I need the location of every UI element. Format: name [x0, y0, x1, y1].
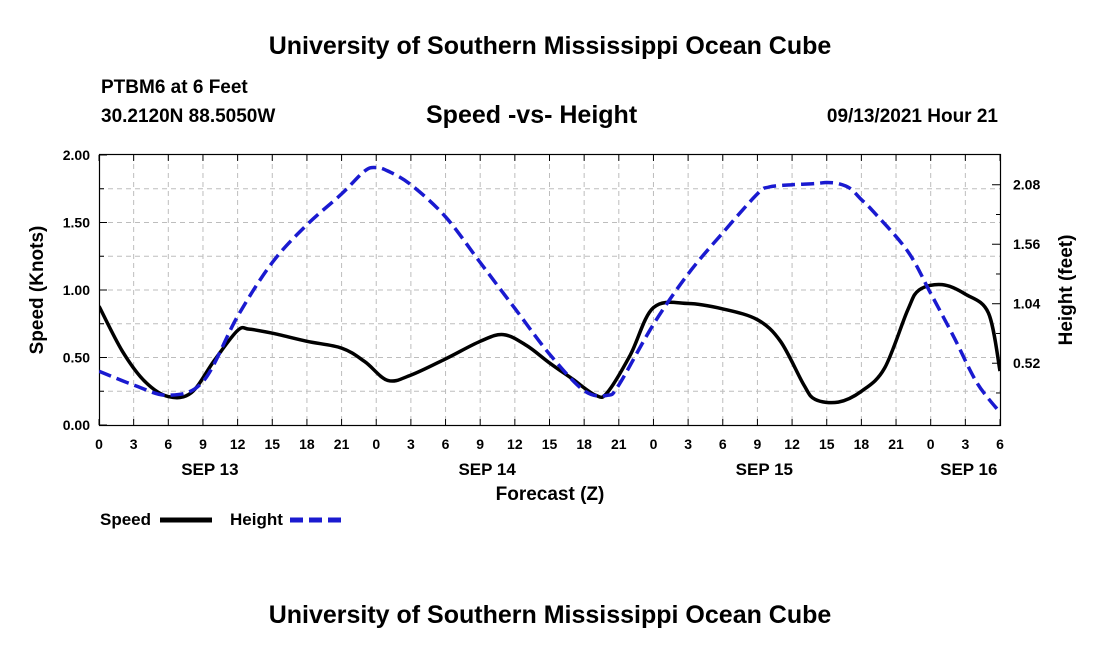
- y2-tick-label: 1.56: [1013, 236, 1040, 252]
- station-name: PTBM6 at 6 Feet: [101, 77, 248, 98]
- date-label: SEP 16: [940, 460, 997, 479]
- footer-title: University of Southern Mississippi Ocean…: [268, 601, 832, 629]
- y-tick-label: 0.00: [63, 417, 90, 433]
- date-label: SEP 15: [736, 460, 793, 479]
- y2-tick-label: 2.08: [1013, 177, 1040, 193]
- x-tick-label: 9: [476, 436, 484, 452]
- chart-timestamp: 09/13/2021 Hour 21: [826, 106, 998, 127]
- legend-speed-label: Speed: [100, 510, 151, 529]
- date-label: SEP 14: [458, 460, 516, 479]
- x-tick-label: 6: [719, 436, 727, 452]
- axis-ticks: [98, 154, 1001, 426]
- y2-tick-label: 0.52: [1013, 355, 1040, 371]
- station-coordinates: 30.2120N 88.5050W: [101, 106, 276, 127]
- legend: Speed Height: [100, 510, 342, 529]
- x-tick-label: 21: [611, 436, 627, 452]
- x-tick-label: 3: [684, 436, 692, 452]
- axis-labels: 0 3 6 9 12 15 18 21 0 3 6 9 12 15 18 21 0 3 6 9 12 15 18 21 0 3 6S…: [63, 147, 1041, 479]
- x-tick-label: 18: [299, 436, 315, 452]
- x-tick-label: 3: [130, 436, 138, 452]
- x-tick-label: 15: [819, 436, 835, 452]
- y-tick-label: 2.00: [63, 147, 90, 163]
- series-line-height: [99, 165, 1001, 414]
- series-layer: [99, 165, 1001, 414]
- x-tick-label: 0: [927, 436, 935, 452]
- x-tick-label: 0: [372, 436, 380, 452]
- y2-axis-title: Height (feet): [1056, 235, 1077, 346]
- x-axis-title: Forecast (Z): [496, 484, 605, 505]
- y-tick-label: 1.50: [63, 215, 90, 231]
- x-tick-label: 12: [507, 436, 523, 452]
- y-tick-label: 1.00: [63, 282, 90, 298]
- x-tick-label: 21: [334, 436, 350, 452]
- grid: [99, 155, 1000, 425]
- x-tick-label: 12: [230, 436, 246, 452]
- page-title: University of Southern Mississippi Ocean…: [268, 32, 832, 60]
- y2-tick-label: 1.04: [1013, 296, 1040, 312]
- x-tick-label: 3: [407, 436, 415, 452]
- x-tick-label: 9: [199, 436, 207, 452]
- x-tick-label: 15: [542, 436, 558, 452]
- chart-title: Speed -vs- Height: [426, 101, 638, 129]
- x-tick-label: 9: [754, 436, 762, 452]
- x-tick-label: 3: [961, 436, 969, 452]
- x-tick-label: 0: [650, 436, 658, 452]
- x-tick-label: 6: [996, 436, 1004, 452]
- x-tick-label: 15: [264, 436, 280, 452]
- date-label: SEP 13: [181, 460, 238, 479]
- x-tick-label: 12: [784, 436, 800, 452]
- legend-height-label: Height: [230, 510, 283, 529]
- x-tick-label: 6: [442, 436, 450, 452]
- x-tick-label: 18: [854, 436, 870, 452]
- x-tick-label: 21: [888, 436, 904, 452]
- y-tick-label: 0.50: [63, 350, 90, 366]
- y-axis-title: Speed (Knots): [27, 226, 48, 355]
- x-tick-label: 18: [576, 436, 592, 452]
- x-tick-label: 0: [95, 436, 103, 452]
- x-tick-label: 6: [164, 436, 172, 452]
